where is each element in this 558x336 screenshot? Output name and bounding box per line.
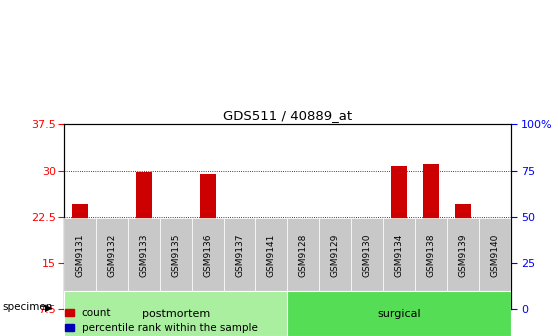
Text: specimen: specimen bbox=[3, 302, 53, 312]
Text: GSM9135: GSM9135 bbox=[171, 233, 180, 277]
Bar bbox=[295, 260, 311, 309]
Text: GSM9140: GSM9140 bbox=[490, 233, 499, 277]
Bar bbox=[427, 291, 435, 309]
Bar bbox=[64, 218, 96, 291]
Title: GDS511 / 40889_at: GDS511 / 40889_at bbox=[223, 109, 352, 122]
Bar bbox=[235, 300, 243, 309]
Bar bbox=[423, 164, 439, 309]
Bar bbox=[319, 218, 351, 291]
Bar bbox=[487, 260, 503, 309]
Legend: count, percentile rank within the sample: count, percentile rank within the sample bbox=[61, 304, 262, 336]
Bar bbox=[232, 278, 248, 309]
Bar bbox=[104, 223, 120, 309]
Bar bbox=[172, 300, 180, 309]
Bar bbox=[455, 204, 471, 309]
Text: GSM9130: GSM9130 bbox=[363, 233, 372, 277]
Bar bbox=[160, 218, 192, 291]
Text: ▶: ▶ bbox=[45, 302, 53, 312]
Text: GSM9141: GSM9141 bbox=[267, 233, 276, 277]
Bar bbox=[479, 218, 511, 291]
Bar bbox=[299, 300, 307, 309]
Bar bbox=[447, 218, 479, 291]
Bar bbox=[391, 166, 407, 309]
Bar bbox=[287, 218, 319, 291]
Bar bbox=[383, 218, 415, 291]
Text: GSM9134: GSM9134 bbox=[395, 233, 403, 277]
Bar bbox=[287, 291, 511, 336]
Bar bbox=[327, 223, 343, 309]
Bar bbox=[64, 291, 287, 336]
Bar bbox=[76, 300, 84, 309]
Bar bbox=[96, 218, 128, 291]
Bar bbox=[72, 204, 88, 309]
Bar bbox=[331, 300, 339, 309]
Bar bbox=[140, 291, 148, 309]
Text: GSM9133: GSM9133 bbox=[140, 233, 148, 277]
Text: surgical: surgical bbox=[377, 309, 421, 319]
Text: postmortem: postmortem bbox=[142, 309, 210, 319]
Bar bbox=[459, 300, 466, 309]
Bar bbox=[168, 265, 184, 309]
Bar bbox=[204, 300, 211, 309]
Bar bbox=[128, 218, 160, 291]
Bar bbox=[224, 218, 256, 291]
Bar bbox=[267, 300, 276, 309]
Bar bbox=[263, 238, 280, 309]
Bar bbox=[192, 218, 224, 291]
Text: GSM9132: GSM9132 bbox=[108, 233, 117, 277]
Bar bbox=[136, 172, 152, 309]
Bar bbox=[490, 300, 499, 309]
Text: GSM9138: GSM9138 bbox=[426, 233, 435, 277]
Bar bbox=[200, 174, 215, 309]
Bar bbox=[395, 291, 403, 309]
Text: GSM9131: GSM9131 bbox=[76, 233, 85, 277]
Text: GSM9129: GSM9129 bbox=[331, 233, 340, 277]
Bar bbox=[108, 300, 116, 309]
Bar bbox=[256, 218, 287, 291]
Bar bbox=[359, 263, 375, 309]
Text: GSM9136: GSM9136 bbox=[203, 233, 212, 277]
Text: GSM9137: GSM9137 bbox=[235, 233, 244, 277]
Text: GSM9128: GSM9128 bbox=[299, 233, 308, 277]
Bar bbox=[363, 291, 371, 309]
Text: GSM9139: GSM9139 bbox=[458, 233, 467, 277]
Bar bbox=[415, 218, 447, 291]
Bar bbox=[351, 218, 383, 291]
